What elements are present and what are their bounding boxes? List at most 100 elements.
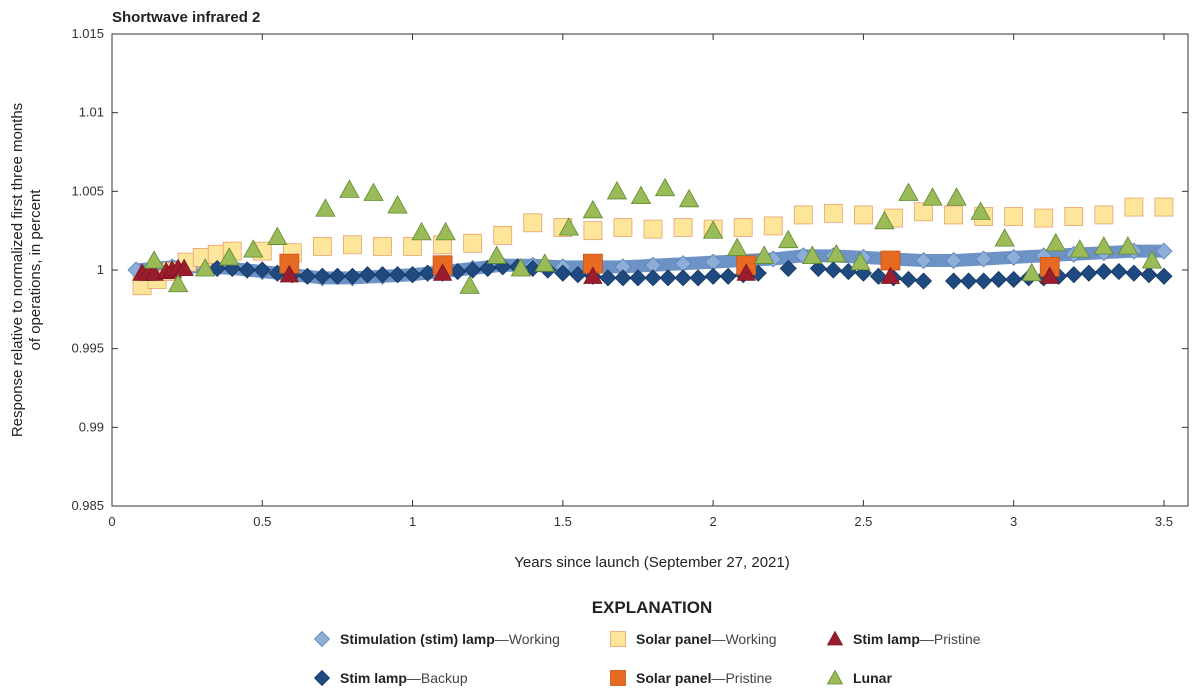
x-tick-label: 0 [108, 514, 115, 529]
point-stim_backup [554, 264, 572, 282]
point-stim_backup [464, 261, 482, 279]
y-tick-label: 1.01 [79, 105, 104, 120]
point-solar_working [823, 203, 843, 223]
point-stim_backup [809, 259, 827, 277]
x-tick-label: 2 [710, 514, 717, 529]
point-lunar [486, 245, 507, 264]
point-stim_pristine [736, 263, 756, 281]
point-lunar [1117, 236, 1139, 255]
point-solar_working [1154, 197, 1174, 217]
point-solar_working [1064, 207, 1084, 226]
legend-marker-stim_backup [313, 669, 331, 687]
point-solar_working [403, 236, 422, 256]
point-stim_backup [1125, 264, 1143, 282]
point-solar_working [463, 233, 483, 253]
point-lunar [387, 195, 408, 214]
point-stim_backup [824, 261, 842, 279]
point-stim_working [914, 251, 933, 270]
point-lunar [606, 181, 628, 200]
point-stim_backup [373, 266, 392, 284]
legend-marker-solar_working [610, 631, 626, 647]
point-lunar [558, 217, 580, 236]
point-stim_pristine [1040, 266, 1060, 284]
point-stim_backup [779, 259, 797, 277]
point-stim_backup [1110, 263, 1128, 281]
x-axis-label: Years since launch (September 27, 2021) [514, 554, 789, 571]
point-lunar [459, 275, 480, 294]
point-stim_pristine [880, 266, 901, 284]
point-lunar [167, 273, 189, 293]
point-lunar [994, 228, 1015, 247]
point-stim_backup [1005, 270, 1023, 289]
point-lunar [778, 229, 799, 249]
point-lunar [898, 182, 919, 201]
point-stim_backup [388, 266, 407, 284]
point-stim_backup [674, 269, 692, 287]
legend-label: Stim lamp—Pristine [853, 631, 981, 647]
point-stim_working [1005, 248, 1023, 266]
point-stim_backup [343, 267, 362, 285]
point-stim_pristine [174, 258, 194, 277]
legend-marker-lunar [826, 669, 844, 685]
x-tick-label: 1 [409, 514, 416, 529]
chart-title: Shortwave infrared 2 [112, 9, 260, 26]
legend-item-lunar: Lunar [826, 669, 892, 686]
point-lunar [1045, 232, 1066, 252]
point-lunar [1069, 239, 1090, 258]
legend-label: Lunar [853, 670, 892, 686]
point-solar_working [523, 213, 543, 233]
point-stim_pristine [432, 263, 453, 281]
point-stim_backup [238, 261, 256, 279]
point-lunar [339, 179, 360, 198]
point-stim_backup [704, 267, 722, 285]
data-marks [127, 177, 1174, 296]
point-stim_backup [629, 269, 647, 287]
point-stim_working [1155, 242, 1173, 260]
point-lunar [726, 237, 748, 256]
point-solar_working [493, 225, 513, 245]
x-tick-label: 2.5 [854, 514, 872, 529]
legend-item-solar_pristine: Solar panel—Pristine [610, 670, 772, 686]
point-lunar [654, 177, 676, 197]
point-stim_backup [599, 269, 617, 287]
point-stim_backup [313, 267, 331, 285]
point-solar_working [1094, 205, 1114, 225]
point-lunar [1093, 236, 1115, 255]
legend-label: Stimulation (stim) lamp—Working [340, 631, 560, 647]
point-stim_backup [358, 266, 377, 284]
point-stim_working [975, 250, 993, 268]
point-solar_working [733, 218, 753, 237]
point-solar_working [673, 218, 693, 237]
point-solar_working [343, 235, 362, 255]
legend: Stimulation (stim) lamp—Working Solar pan… [313, 630, 981, 687]
point-solar_working [373, 236, 392, 256]
point-solar_working [914, 202, 933, 222]
point-stim_backup [403, 266, 422, 284]
point-lunar [702, 220, 724, 239]
point-lunar [411, 221, 432, 241]
y-axis-label: Response relative to normalized first th… [9, 103, 44, 437]
point-solar_working [583, 221, 603, 241]
point-stim_backup [644, 269, 662, 287]
point-solar_working [1034, 208, 1054, 228]
point-lunar [510, 258, 531, 277]
point-stim_backup [253, 261, 271, 279]
point-lunar [970, 201, 991, 220]
x-tick-label: 0.5 [253, 514, 271, 529]
point-lunar [243, 239, 264, 258]
legend-item-stim_working: Stimulation (stim) lamp—Working [313, 630, 560, 648]
y-tick-label: 1.005 [71, 183, 104, 198]
point-lunar [143, 250, 165, 269]
y-tick-label: 1.015 [71, 26, 104, 41]
point-lunar [946, 187, 967, 206]
y-tick-label: 0.985 [71, 498, 104, 513]
point-lunar [826, 243, 847, 263]
point-stim_backup [899, 270, 918, 289]
point-stim_backup [869, 267, 887, 285]
point-stim_backup [975, 272, 993, 290]
point-stim_backup [689, 269, 707, 287]
point-stim_backup [1140, 266, 1158, 284]
point-lunar [219, 247, 240, 266]
x-tick-label: 3 [1010, 514, 1017, 529]
legend-item-stim_pristine: Stim lamp—Pristine [826, 630, 981, 647]
